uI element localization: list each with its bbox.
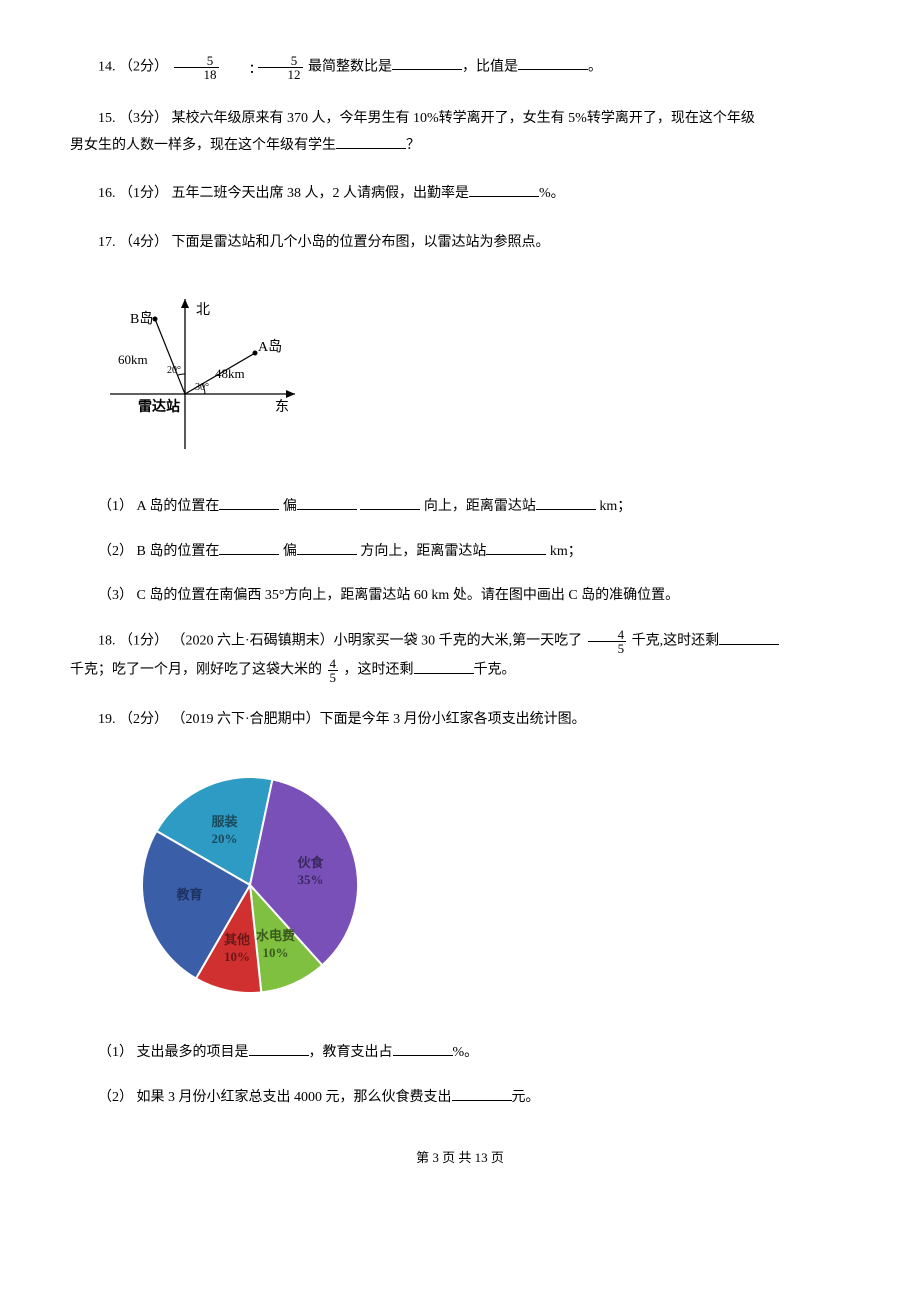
- fraction-4-5-a: 45: [588, 628, 627, 655]
- q14-text-a: 最简整数比是: [308, 59, 392, 74]
- blank: [536, 496, 596, 510]
- blank: [414, 660, 474, 674]
- q19-sub1: （1） 支出最多的项目是 ，教育支出占 %。: [70, 1040, 850, 1067]
- blank: [719, 631, 779, 645]
- fraction-5-18: 518: [174, 54, 219, 81]
- blank: [393, 1042, 453, 1056]
- q18-l2-a: 千克；吃了一个月，刚好吃了这袋大米的: [70, 663, 326, 678]
- angle-a-label: 30°: [195, 382, 209, 393]
- q18-l2-c: 千克。: [474, 663, 516, 678]
- q19-sub1-b: ，教育支出占: [309, 1045, 393, 1060]
- blank: [360, 496, 420, 510]
- blank: [219, 541, 279, 555]
- b-island-label: B岛: [130, 311, 153, 327]
- y-arrow: [181, 299, 189, 308]
- q18-b: 千克,这时还剩: [628, 634, 719, 649]
- q18-a: 18. （1分） （2020 六上·石碣镇期末）小明家买一袋 30 千克的大米,…: [98, 634, 586, 649]
- radar-label: 雷达站: [138, 398, 180, 415]
- q19-sub1-a: （1） 支出最多的项目是: [98, 1045, 249, 1060]
- blank: [297, 496, 357, 510]
- east-label: 东: [275, 399, 289, 415]
- q14-text-c: 。: [588, 59, 602, 74]
- q17-sub2-b: 偏: [279, 544, 297, 559]
- radar-diagram: B岛 北 60km 20° A岛 30° 48km 雷达站 东: [110, 289, 310, 464]
- q17-sub1-d: 向上，距离雷达站: [420, 499, 536, 514]
- question-14: 14. （2分） 518:512 最简整数比是 ，比值是 。: [70, 50, 850, 84]
- q17-sub1-b: 偏: [279, 499, 297, 514]
- blank: [219, 496, 279, 510]
- question-16: 16. （1分） 五年二班今天出席 38 人，2 人请病假，出勤率是 %。: [70, 181, 850, 208]
- b-dist-label: 60km: [118, 352, 148, 367]
- question-18-line1: 18. （1分） （2020 六上·石碣镇期末）小明家买一袋 30 千克的大米,…: [70, 628, 850, 655]
- q16-a: 16. （1分） 五年二班今天出席 38 人，2 人请病假，出勤率是: [98, 186, 469, 201]
- q14-prefix: 14. （2分）: [98, 59, 172, 74]
- q17-sub3: （3） C 岛的位置在南偏西 35°方向上，距离雷达站 60 km 处。请在图中…: [70, 583, 850, 610]
- q19-sub2-b: 元。: [512, 1090, 540, 1105]
- q15-line1: 15. （3分） 某校六年级原来有 370 人，今年男生有 10%转学离开了，女…: [98, 111, 755, 126]
- blank: [392, 56, 462, 70]
- ratio-colon: :: [222, 50, 255, 84]
- b-line: [155, 319, 185, 394]
- q17-sub2-a: （2） B 岛的位置在: [98, 544, 219, 559]
- blank: [297, 541, 357, 555]
- page-footer: 第 3 页 共 13 页: [70, 1146, 850, 1171]
- blank: [486, 541, 546, 555]
- q19-sub2: （2） 如果 3 月份小红家总支出 4000 元，那么伙食费支出 元。: [70, 1085, 850, 1112]
- question-15-line1: 15. （3分） 某校六年级原来有 370 人，今年男生有 10%转学离开了，女…: [70, 106, 850, 133]
- blank: [518, 56, 588, 70]
- q17-sub2: （2） B 岛的位置在 偏 方向上，距离雷达站 km；: [70, 539, 850, 566]
- q19-sub1-c: %。: [453, 1045, 479, 1060]
- fraction-4-5-b: 45: [328, 657, 339, 684]
- x-arrow: [286, 390, 295, 398]
- q17-sub2-d: km；: [546, 544, 581, 559]
- q17-sub2-c: 方向上，距离雷达站: [357, 544, 487, 559]
- q14-text-b: ，比值是: [462, 59, 518, 74]
- q17-sub1: （1） A 岛的位置在 偏 向上，距离雷达站 km；: [70, 494, 850, 521]
- blank: [469, 183, 539, 197]
- pie-svg: [120, 755, 380, 1015]
- pie-chart: 服装20%伙食35%水电费10%其他10%教育: [120, 755, 380, 1015]
- blank: [452, 1087, 512, 1101]
- q17-sub1-e: km；: [596, 499, 631, 514]
- q17-sub1-a: （1） A 岛的位置在: [98, 499, 219, 514]
- question-15-line2: 男女生的人数一样多，现在这个年级有学生 ？: [70, 133, 850, 160]
- blank: [249, 1042, 309, 1056]
- q15-line2-a: 男女生的人数一样多，现在这个年级有学生: [70, 138, 336, 153]
- q18-l2-b: ，这时还剩: [340, 663, 414, 678]
- question-18-line2: 千克；吃了一个月，刚好吃了这袋大米的 45 ，这时还剩 千克。: [70, 657, 850, 684]
- a-island-label: A岛: [258, 339, 282, 355]
- north-label: 北: [196, 302, 210, 318]
- a-dist-label: 48km: [215, 366, 245, 381]
- blank: [336, 135, 406, 149]
- q15-line2-b: ？: [406, 138, 420, 153]
- q19-sub2-a: （2） 如果 3 月份小红家总支出 4000 元，那么伙食费支出: [98, 1090, 452, 1105]
- question-19-intro: 19. （2分） （2019 六下·合肥期中）下面是今年 3 月份小红家各项支出…: [70, 707, 850, 734]
- q16-b: %。: [539, 186, 565, 201]
- angle-b-label: 20°: [167, 365, 181, 376]
- question-17-intro: 17. （4分） 下面是雷达站和几个小岛的位置分布图，以雷达站为参照点。: [70, 230, 850, 257]
- a-point: [253, 350, 258, 355]
- fraction-5-12: 512: [258, 54, 303, 81]
